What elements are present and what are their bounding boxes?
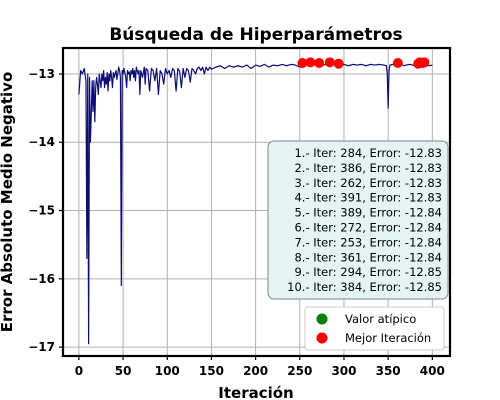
- legend-outlier-label: Valor atípico: [345, 312, 416, 326]
- info-box-line: 2.- Iter: 386, Error: -12.83: [294, 161, 442, 175]
- ticks-layer: 0 50 100 150 200 250 300 350 400 −17 −16 −15 −14 −13: [28, 67, 445, 378]
- x-tick-label: 50: [115, 364, 132, 378]
- x-tick-label: 250: [287, 364, 312, 378]
- best-iteration-point: [305, 57, 316, 68]
- best-iteration-point: [333, 58, 344, 69]
- best-iteration-point: [413, 58, 424, 69]
- info-box-line: 8.- Iter: 361, Error: -12.84: [294, 250, 442, 264]
- y-tick-label: −14: [28, 135, 55, 149]
- info-box-line: 5.- Iter: 389, Error: -12.84: [294, 206, 442, 220]
- x-tick-label: 300: [331, 364, 356, 378]
- legend-best-label: Mejor Iteración: [345, 331, 431, 345]
- info-box-line: 3.- Iter: 262, Error: -12.83: [294, 176, 442, 190]
- x-tick-label: 200: [243, 364, 268, 378]
- best-iteration-point: [324, 57, 335, 68]
- best-iteration-point: [314, 58, 325, 69]
- error-series-line: [78, 61, 433, 345]
- x-tick-label: 100: [155, 364, 180, 378]
- info-box-line: 6.- Iter: 272, Error: -12.84: [294, 221, 442, 235]
- y-tick-label: −13: [28, 67, 55, 81]
- legend: Valor atípico Mejor Iteración: [304, 306, 445, 351]
- info-box-line: 4.- Iter: 391, Error: -12.83: [294, 191, 442, 205]
- info-box-line: 9.- Iter: 294, Error: -12.85: [294, 265, 442, 279]
- info-box-line: 7.- Iter: 253, Error: -12.84: [294, 235, 442, 249]
- best-iteration-point: [392, 58, 403, 69]
- legend-best-marker: [316, 332, 328, 344]
- legend-background: [304, 306, 445, 351]
- best-iteration-point: [297, 58, 308, 69]
- x-tick-label: 350: [376, 364, 401, 378]
- info-box-lines: 1.- Iter: 284, Error: -12.832.- Iter: 38…: [287, 146, 442, 294]
- x-axis-title: Iteración: [218, 384, 293, 400]
- x-tick-label: 0: [75, 364, 83, 378]
- info-box-background: [267, 140, 449, 300]
- y-axis-title: Error Absoluto Medio Negativo: [0, 72, 16, 333]
- y-tick-label: −17: [28, 340, 55, 354]
- info-box-line: 10.- Iter: 384, Error: -12.85: [287, 280, 442, 294]
- best-iterations-info-box: 1.- Iter: 284, Error: -12.832.- Iter: 38…: [267, 140, 449, 300]
- info-box-line: 1.- Iter: 284, Error: -12.83: [294, 146, 442, 160]
- y-tick-label: −15: [28, 204, 55, 218]
- y-tick-label: −16: [28, 272, 55, 286]
- points-layer: [297, 57, 430, 69]
- plot-frame: [61, 46, 452, 358]
- x-tick-label: 400: [420, 364, 445, 378]
- plot-layer: [78, 61, 433, 345]
- legend-outlier-marker: [316, 313, 328, 325]
- x-tick-label: 150: [199, 364, 224, 378]
- chart-title: Búsqueda de Hiperparámetros: [109, 25, 402, 45]
